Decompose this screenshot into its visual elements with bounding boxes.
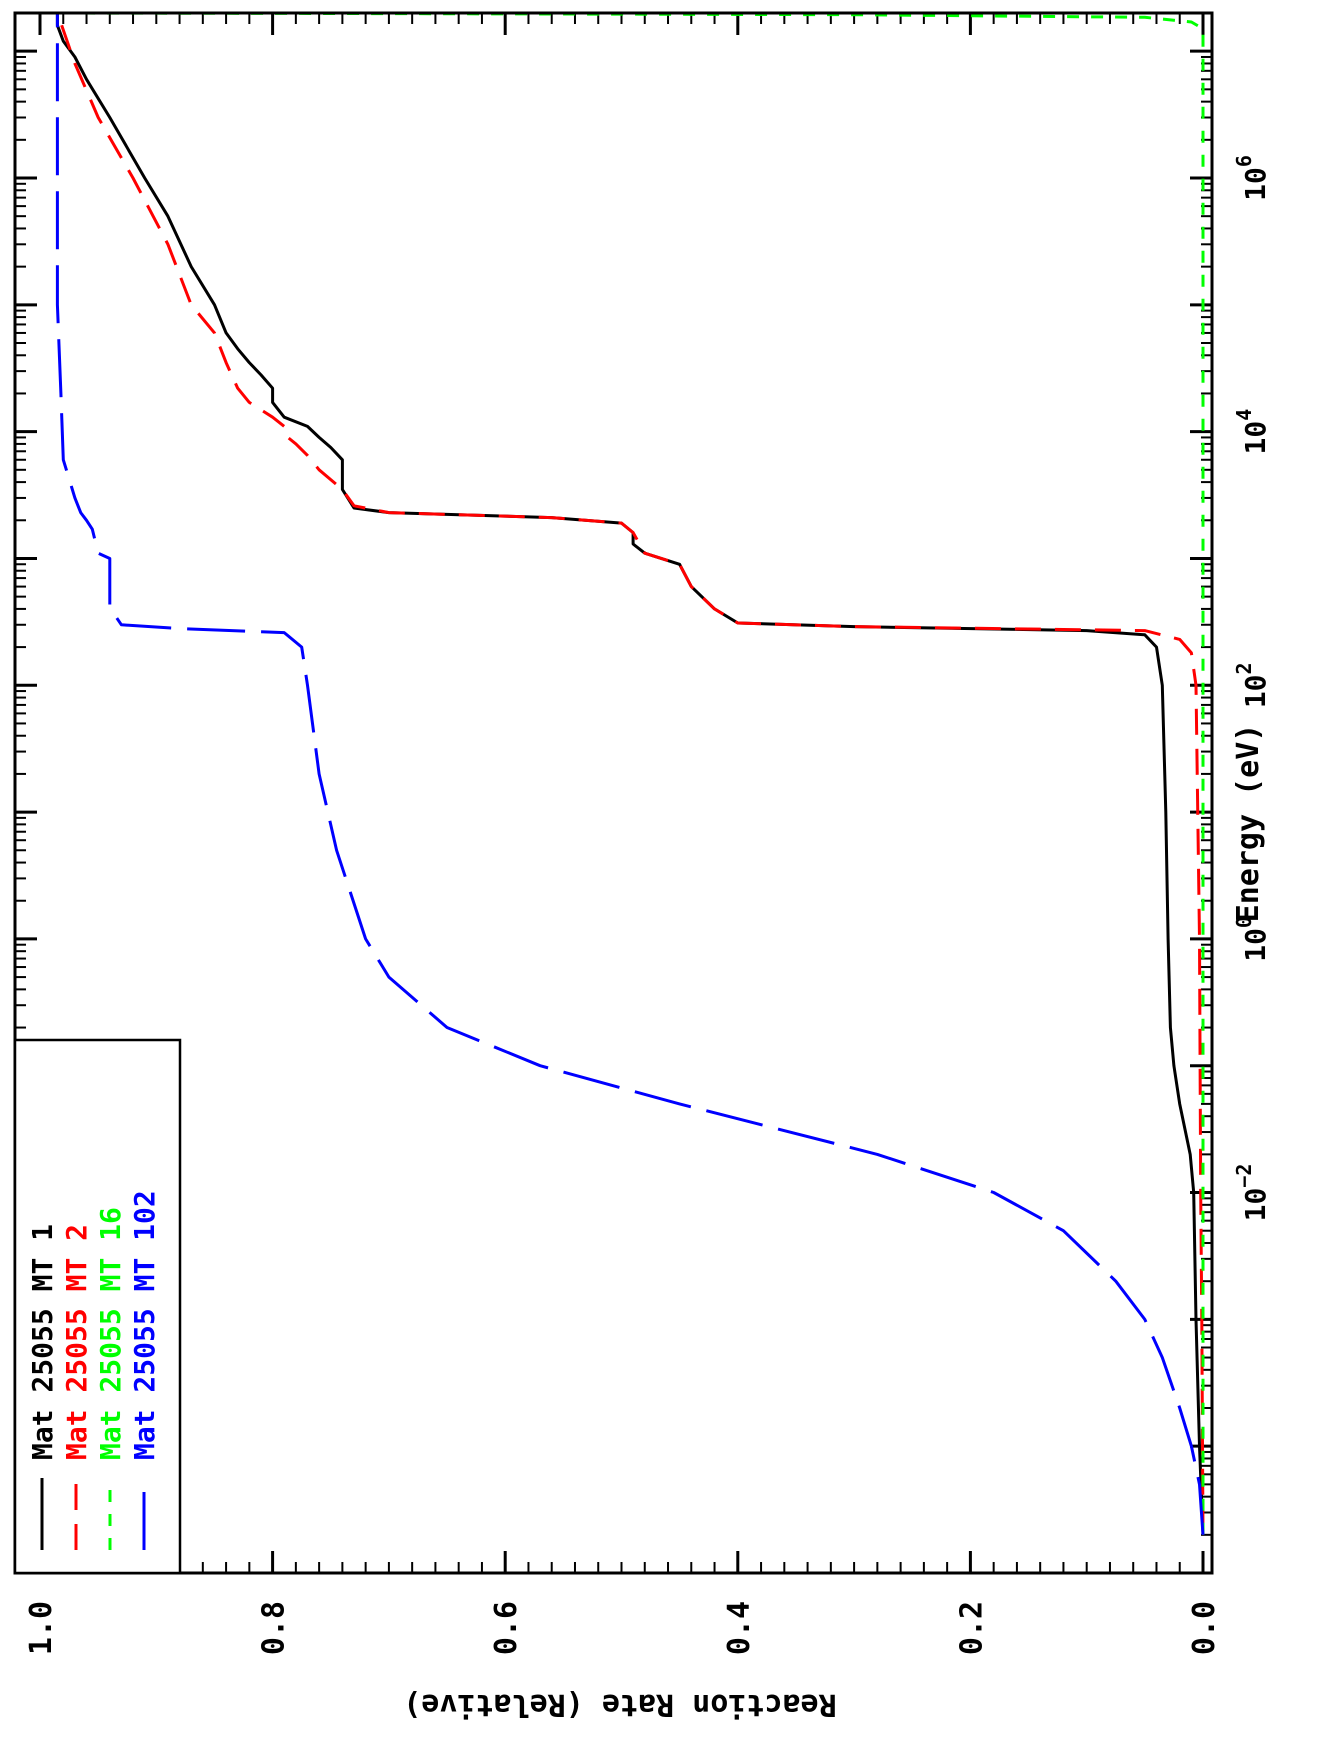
series-line <box>55 13 1205 1535</box>
legend-mat-number: 25055 <box>94 1308 127 1409</box>
energy-tick-exponent: 6 <box>1232 155 1256 167</box>
legend-mat-word: Mat <box>128 1409 161 1460</box>
rate-tick-label: 0.8 <box>257 1601 292 1655</box>
x-axis-title: Energy (eV) <box>1231 724 1266 923</box>
legend-mt-word: MT <box>94 1258 127 1309</box>
energy-tick-label: 10−2 <box>1232 1164 1272 1222</box>
legend-mat-word: Mat <box>26 1409 59 1460</box>
legend-mt-number: 102 <box>128 1190 161 1257</box>
legend-mat-number: 25055 <box>60 1308 93 1409</box>
series-lines <box>55 11 1205 1535</box>
energy-tick-label: 104 <box>1232 409 1272 455</box>
plot-frame <box>13 11 1214 1575</box>
energy-tick-exponent: 2 <box>1232 662 1256 674</box>
legend-mt-word: MT <box>26 1258 59 1309</box>
legend-mt-number: 16 <box>94 1207 127 1258</box>
y-axis-title: Reaction Rate (Relative) <box>403 1687 836 1722</box>
legend-mat-number: 25055 <box>26 1308 59 1409</box>
rate-tick-label: 0.0 <box>1187 1601 1222 1655</box>
legend-entry: Mat 25055 MT 16 <box>94 1207 127 1460</box>
energy-tick-base: 10 <box>1239 167 1272 201</box>
legend-entry: Mat 25055 MT 2 <box>60 1224 93 1460</box>
energy-tick-exponent: −2 <box>1232 1164 1256 1188</box>
legend-mat-word: Mat <box>60 1409 93 1460</box>
energy-tick-base: 10 <box>1239 674 1272 708</box>
energy-tick-exponent: 0 <box>1232 916 1256 928</box>
energy-tick-base: 10 <box>1239 1188 1272 1222</box>
series-line <box>55 12 1205 1535</box>
rate-tick-label: 0.4 <box>722 1601 757 1655</box>
energy-tick-label: 102 <box>1232 662 1272 708</box>
legend-entry: Mat 25055 MT 102 <box>128 1190 161 1460</box>
rate-tick-label: 0.6 <box>489 1601 524 1655</box>
rate-tick-label: 0.2 <box>954 1601 989 1655</box>
series-line <box>57 11 1205 1535</box>
energy-tick-exponent: 4 <box>1232 409 1256 421</box>
legend-mat-word: Mat <box>94 1409 127 1460</box>
legend-entry: Mat 25055 MT 1 <box>26 1224 59 1460</box>
legend-mt-word: MT <box>60 1258 93 1309</box>
legend-mt-number: 1 <box>26 1224 59 1258</box>
axis-labels: Energy (eV) Reaction Rate (Relative) 0.0… <box>24 155 1272 1722</box>
energy-tick-label: 106 <box>1232 155 1272 201</box>
energy-tick-base: 10 <box>1239 421 1272 455</box>
energy-tick-label: 100 <box>1232 916 1272 962</box>
energy-tick-base: 10 <box>1239 928 1272 962</box>
legend-mt-number: 2 <box>60 1224 93 1258</box>
legend-mat-number: 25055 <box>128 1308 161 1409</box>
rate-tick-label: 1.0 <box>24 1601 59 1655</box>
legend-mt-word: MT <box>128 1258 161 1309</box>
